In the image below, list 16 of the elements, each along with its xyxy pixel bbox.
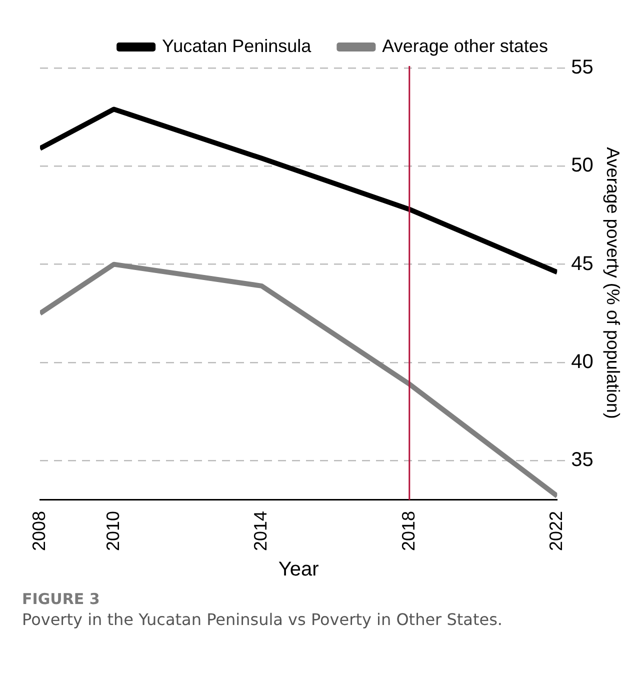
x-tick-label: 2018 <box>398 510 418 552</box>
y-tick-label: 55 <box>571 56 594 78</box>
x-tick-label: 2008 <box>28 510 49 552</box>
x-tick-label: 2022 <box>546 510 566 552</box>
y-axis-title: Average poverty (% of population) <box>603 147 624 419</box>
y-tick-label: 50 <box>571 154 594 177</box>
x-tick-label: 2010 <box>102 510 123 552</box>
x-axis-title: Year <box>278 558 320 581</box>
legend-label: Yucatan Peninsula <box>162 36 312 56</box>
caption: FIGURE 3 <box>22 590 101 608</box>
y-tick-label: 40 <box>571 351 594 374</box>
text: Poverty in the Yucatan Peninsula vs Poverty in Other States. <box>22 610 504 629</box>
y-tick-label: 45 <box>571 252 594 275</box>
legend-label: Average other states <box>382 36 548 56</box>
x-tick-label: 2014 <box>250 510 271 552</box>
y-tick-label: 35 <box>571 449 594 472</box>
